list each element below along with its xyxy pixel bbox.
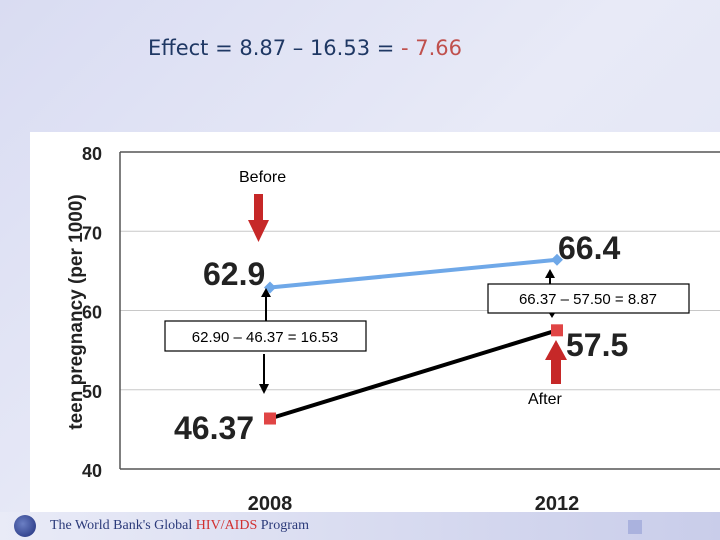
diff-2012-arrow-up-icon (545, 269, 555, 278)
title-result: - 7.66 (401, 36, 463, 60)
x-tick-label: 2012 (535, 493, 580, 515)
slide-title: Effect = 8.87 – 16.53 = - 7.66 (0, 36, 610, 60)
y-tick-label: 70 (82, 223, 102, 243)
diff-2012-box (487, 283, 690, 314)
y-tick-label: 60 (82, 303, 102, 323)
before-arrow-icon (248, 220, 269, 242)
series-line (268, 257, 559, 290)
title-main: Effect = 8.87 – 16.53 = (147, 36, 402, 60)
x-tick-label: 2008 (248, 493, 293, 515)
diff-2008-arrow-up-icon (261, 288, 271, 297)
y-tick-label: 40 (82, 461, 102, 481)
diff-2008-label: 62.90 – 46.37 = 16.53 (192, 329, 338, 346)
data-label: 46.37 (174, 410, 254, 446)
footer-prefix: The World Bank's Global (50, 518, 196, 533)
before-arrow-shaft (254, 194, 263, 220)
data-label: 57.5 (566, 327, 628, 363)
diff-2012-label: 66.37 – 57.50 = 8.87 (519, 291, 657, 308)
series-line (268, 328, 559, 421)
diff-2008-arrow-down-icon (259, 384, 269, 394)
data-point (264, 281, 276, 294)
y-tick-label: 80 (82, 144, 102, 164)
data-label: 66.4 (558, 230, 620, 266)
footer-bar: The World Bank's Global HIV/AIDS Program (0, 512, 720, 540)
footer-text: The World Bank's Global HIV/AIDS Program (50, 518, 309, 534)
chart-svg: 40 50 60 70 80 2008 2012 teen pregnancy (per 10… (66, 144, 720, 515)
annotation-after: After (528, 391, 562, 408)
diff-2008-box (164, 320, 367, 352)
after-arrow-icon (545, 340, 567, 360)
data-label: 62.9 (203, 256, 265, 292)
after-arrow-shaft (551, 360, 561, 384)
y-tick-label: 50 (82, 382, 102, 402)
data-point (264, 412, 276, 425)
footer-suffix: Program (257, 518, 309, 533)
data-point (551, 324, 563, 337)
footer-highlight: HIV/AIDS (195, 518, 258, 533)
deco-square-icon (628, 520, 642, 534)
globe-logo-icon (14, 515, 36, 537)
data-point (551, 253, 563, 266)
annotation-before: Before (239, 169, 286, 186)
y-axis-label: teen pregnancy (per 1000) (66, 194, 87, 429)
chart-panel: 40 50 60 70 80 2008 2012 teen pregnancy (per 10… (30, 132, 720, 518)
